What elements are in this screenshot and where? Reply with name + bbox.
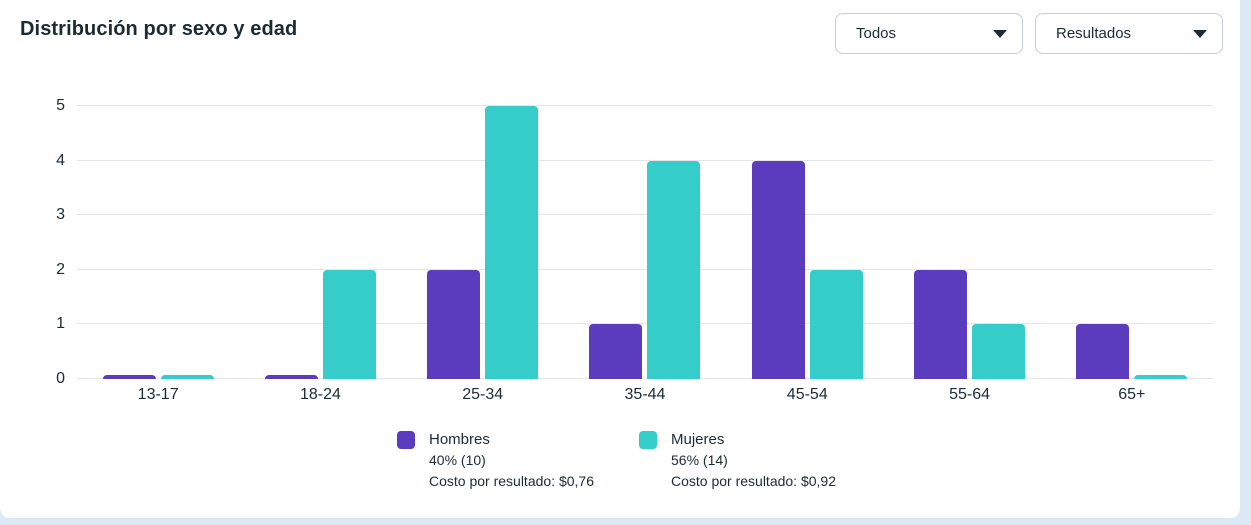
bar-hombres-55-64[interactable] bbox=[914, 269, 968, 379]
y-axis-tick: 4 bbox=[56, 151, 65, 169]
bar-hombres-45-54[interactable] bbox=[751, 160, 805, 379]
y-axis-tick: 5 bbox=[56, 97, 65, 114]
x-axis-tick-18-24: 18-24 bbox=[299, 386, 341, 403]
y-axis-tick: 1 bbox=[56, 315, 65, 333]
bar-group-45-54 bbox=[726, 106, 888, 379]
legend-label: Hombres bbox=[429, 431, 490, 448]
legend-cost: Costo por resultado: $0,92 bbox=[671, 473, 836, 489]
bar-mujeres-65+[interactable] bbox=[1134, 375, 1188, 379]
x-axis-tick-45-54: 45-54 bbox=[786, 386, 828, 403]
gridline bbox=[77, 159, 1213, 161]
gridline bbox=[77, 378, 1213, 379]
bar-mujeres-13-17[interactable] bbox=[160, 375, 214, 379]
bar-hombres-25-34[interactable] bbox=[427, 269, 481, 379]
bar-group-55-64 bbox=[888, 106, 1050, 379]
legend-item-mujeres: Mujeres 56% (14) Costo por resultado: $0… bbox=[639, 430, 836, 492]
gridline bbox=[77, 268, 1213, 270]
legend-swatch-mujeres bbox=[639, 431, 657, 449]
bar-mujeres-25-34[interactable] bbox=[485, 106, 539, 379]
bar-hombres-18-24[interactable] bbox=[264, 375, 318, 379]
x-axis-tick-65+: 65+ bbox=[1118, 386, 1146, 403]
legend-label: Mujeres bbox=[671, 431, 725, 448]
bar-group-35-44 bbox=[564, 106, 726, 379]
chevron-down-icon bbox=[1193, 29, 1207, 38]
x-axis-tick-55-64: 55-64 bbox=[949, 386, 990, 403]
legend-item-hombres: Hombres 40% (10) Costo por resultado: $0… bbox=[397, 430, 594, 492]
bar-mujeres-55-64[interactable] bbox=[972, 324, 1026, 379]
x-axis-tick-35-44: 35-44 bbox=[624, 386, 666, 403]
breakdown-filter-dropdown[interactable]: Todos bbox=[835, 13, 1023, 54]
x-axis-tick-25-34: 25-34 bbox=[462, 386, 504, 403]
bar-groups bbox=[77, 106, 1213, 379]
legend-share: 56% (14) bbox=[671, 452, 728, 468]
bar-group-13-17 bbox=[77, 106, 239, 379]
chart-title: Distribución por sexo y edad bbox=[20, 18, 298, 40]
bar-hombres-65+[interactable] bbox=[1076, 324, 1130, 379]
legend: Hombres 40% (10) Costo por resultado: $0… bbox=[397, 430, 836, 492]
y-axis-tick: 3 bbox=[56, 206, 65, 224]
y-axis-tick: 2 bbox=[56, 260, 65, 278]
metric-dropdown[interactable]: Resultados bbox=[1035, 13, 1223, 54]
chart-card: Distribución por sexo y edad Todos Resul… bbox=[0, 0, 1240, 518]
metric-dropdown-label: Resultados bbox=[1056, 25, 1132, 42]
x-axis-labels: 13-17 18-24 25-34 35-44 45-54 55-64 65+ bbox=[77, 386, 1213, 404]
x-axis-tick-13-17: 13-17 bbox=[137, 386, 179, 403]
bar-group-25-34 bbox=[402, 106, 564, 379]
chevron-down-icon bbox=[993, 29, 1007, 38]
legend-text-mujeres: Mujeres 56% (14) Costo por resultado: $0… bbox=[671, 430, 836, 492]
bar-group-65+ bbox=[1051, 106, 1213, 379]
chart-controls: Todos Resultados bbox=[835, 13, 1223, 54]
bar-hombres-35-44[interactable] bbox=[589, 324, 643, 379]
bar-mujeres-18-24[interactable] bbox=[322, 269, 376, 379]
bar-hombres-13-17[interactable] bbox=[102, 375, 156, 379]
legend-cost: Costo por resultado: $0,76 bbox=[429, 473, 594, 489]
y-axis-tick: 0 bbox=[56, 370, 65, 387]
breakdown-filter-label: Todos bbox=[856, 25, 897, 42]
gridline bbox=[77, 323, 1213, 325]
legend-share: 40% (10) bbox=[429, 452, 486, 468]
gridline bbox=[77, 105, 1213, 106]
bar-mujeres-35-44[interactable] bbox=[647, 160, 701, 379]
bar-group-18-24 bbox=[239, 106, 401, 379]
legend-text-hombres: Hombres 40% (10) Costo por resultado: $0… bbox=[429, 430, 594, 492]
plot-area: 0 1 2 3 4 5 bbox=[56, 97, 1213, 387]
legend-swatch-hombres bbox=[397, 431, 415, 449]
bar-mujeres-45-54[interactable] bbox=[809, 269, 863, 379]
gridline bbox=[77, 214, 1213, 216]
